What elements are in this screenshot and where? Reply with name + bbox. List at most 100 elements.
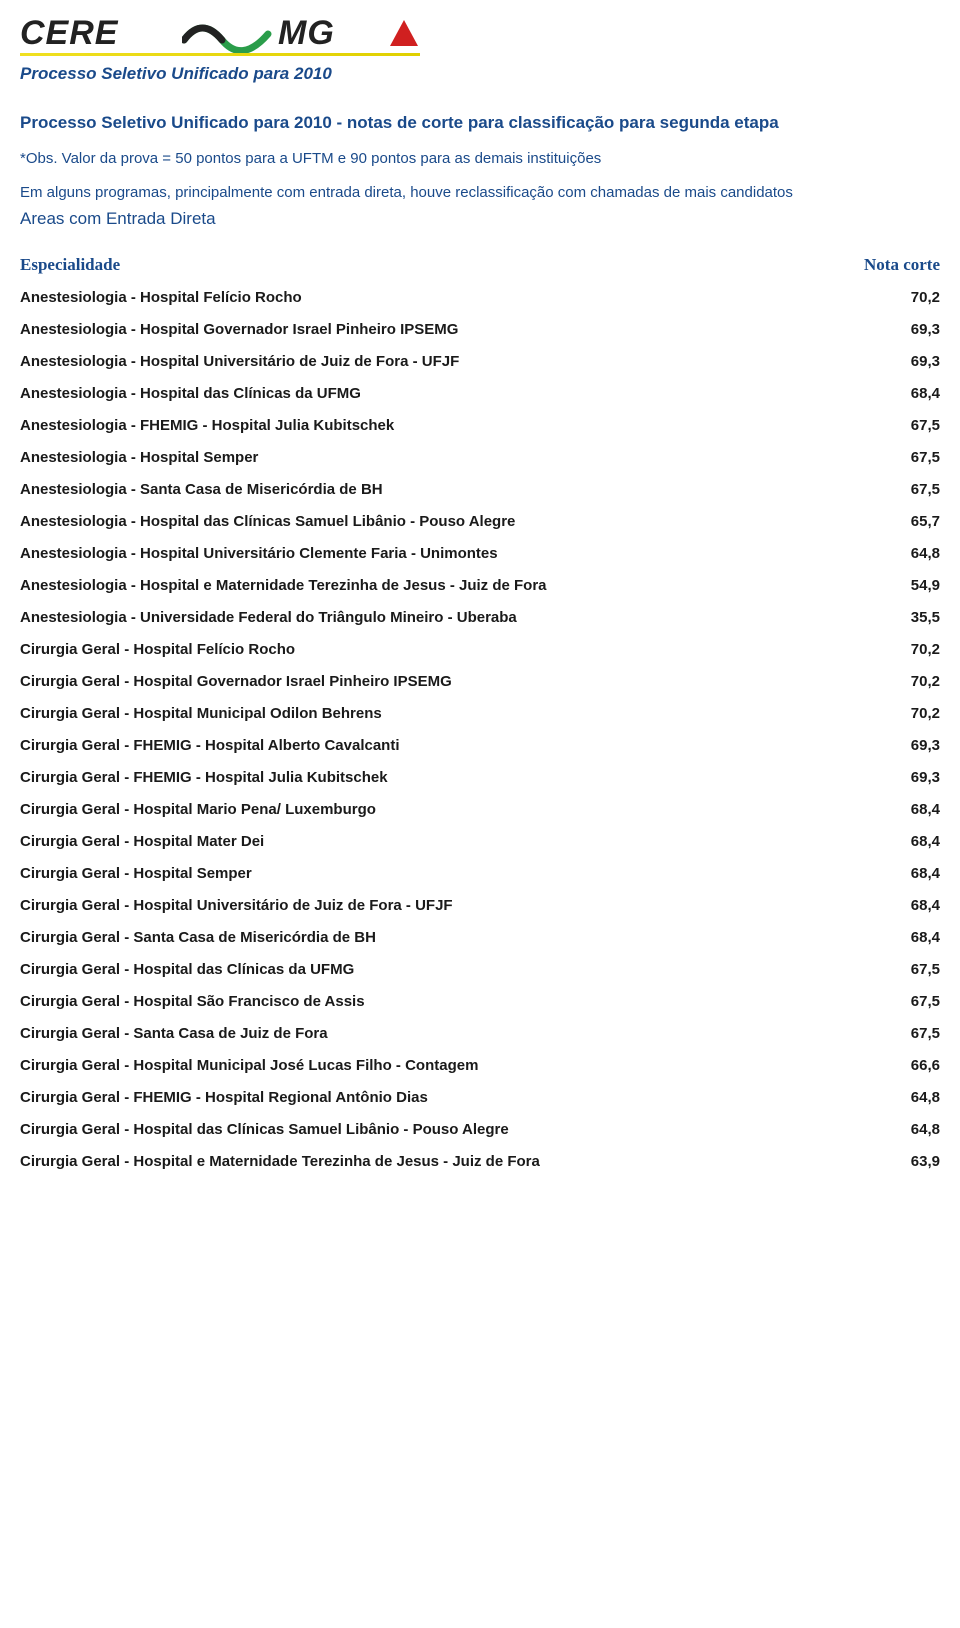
table-row: Cirurgia Geral - Hospital e Maternidade … xyxy=(20,1153,940,1170)
triangle-icon xyxy=(388,18,420,50)
logo-text-right: MG xyxy=(278,14,335,53)
row-label: Cirurgia Geral - FHEMIG - Hospital Regio… xyxy=(20,1089,428,1106)
row-label: Anestesiologia - Santa Casa de Misericór… xyxy=(20,481,383,498)
row-value: 65,7 xyxy=(880,513,940,530)
table-row: Anestesiologia - Hospital Semper 67,5 xyxy=(20,449,940,466)
table-row: Cirurgia Geral - Hospital Municipal Odil… xyxy=(20,705,940,722)
logo-underline xyxy=(20,53,420,56)
row-label: Cirurgia Geral - Hospital das Clínicas d… xyxy=(20,961,354,978)
table-row: Cirurgia Geral - Santa Casa de Misericór… xyxy=(20,929,940,946)
row-label: Anestesiologia - Hospital Semper xyxy=(20,449,258,466)
table-row: Anestesiologia - Hospital das Clínicas S… xyxy=(20,513,940,530)
row-value: 67,5 xyxy=(880,481,940,498)
logo-text-left: CERE xyxy=(20,14,118,53)
row-label: Cirurgia Geral - Hospital e Maternidade … xyxy=(20,1153,540,1170)
row-label: Anestesiologia - Universidade Federal do… xyxy=(20,609,517,626)
row-label: Anestesiologia - Hospital das Clínicas S… xyxy=(20,513,515,530)
table-row: Cirurgia Geral - Hospital Felício Rocho 7… xyxy=(20,641,940,658)
row-label: Anestesiologia - Hospital das Clínicas d… xyxy=(20,385,361,402)
row-value: 69,3 xyxy=(880,737,940,754)
row-label: Cirurgia Geral - Santa Casa de Juiz de F… xyxy=(20,1025,328,1042)
row-value: 64,8 xyxy=(880,1089,940,1106)
row-value: 68,4 xyxy=(880,385,940,402)
table-row: Cirurgia Geral - Hospital das Clínicas S… xyxy=(20,1121,940,1138)
row-label: Cirurgia Geral - Hospital Mater Dei xyxy=(20,833,264,850)
row-value: 35,5 xyxy=(880,609,940,626)
row-value: 67,5 xyxy=(880,1025,940,1042)
row-value: 69,3 xyxy=(880,321,940,338)
row-label: Cirurgia Geral - Hospital Mario Pena/ Lu… xyxy=(20,801,376,818)
row-value: 68,4 xyxy=(880,865,940,882)
table-row: Cirurgia Geral - Hospital Semper 68,4 xyxy=(20,865,940,882)
row-value: 68,4 xyxy=(880,801,940,818)
row-value: 64,8 xyxy=(880,1121,940,1138)
row-value: 70,2 xyxy=(880,289,940,306)
table-row: Cirurgia Geral - FHEMIG - Hospital Julia… xyxy=(20,769,940,786)
row-value: 66,6 xyxy=(880,1057,940,1074)
table-row: Anestesiologia - Hospital Universitário … xyxy=(20,353,940,370)
row-label: Anestesiologia - Hospital Felício Rocho xyxy=(20,289,302,306)
row-label: Cirurgia Geral - FHEMIG - Hospital Alber… xyxy=(20,737,400,754)
table-row: Cirurgia Geral - FHEMIG - Hospital Regio… xyxy=(20,1089,940,1106)
row-label: Cirurgia Geral - Hospital Universitário … xyxy=(20,897,453,914)
brand-logo: CERE MG xyxy=(20,12,420,56)
row-value: 70,2 xyxy=(880,673,940,690)
row-value: 67,5 xyxy=(880,961,940,978)
reclass-text: Em alguns programas, principalmente com … xyxy=(20,183,940,203)
row-value: 54,9 xyxy=(880,577,940,594)
row-value: 67,5 xyxy=(880,993,940,1010)
row-value: 70,2 xyxy=(880,641,940,658)
row-label: Anestesiologia - Hospital Universitário … xyxy=(20,353,459,370)
row-value: 68,4 xyxy=(880,929,940,946)
row-label: Cirurgia Geral - Hospital Semper xyxy=(20,865,252,882)
row-value: 70,2 xyxy=(880,705,940,722)
row-label: Cirurgia Geral - FHEMIG - Hospital Julia… xyxy=(20,769,388,786)
table-row: Cirurgia Geral - Hospital São Francisco … xyxy=(20,993,940,1010)
table-row: Cirurgia Geral - Hospital Governador Isr… xyxy=(20,673,940,690)
row-label: Cirurgia Geral - Santa Casa de Misericór… xyxy=(20,929,376,946)
rows-container: Anestesiologia - Hospital Felício Rocho 7… xyxy=(20,289,940,1170)
table-row: Anestesiologia - Hospital das Clínicas d… xyxy=(20,385,940,402)
table-row: Anestesiologia - Hospital Felício Rocho 7… xyxy=(20,289,940,306)
row-value: 69,3 xyxy=(880,769,940,786)
col-especialidade: Especialidade xyxy=(20,255,120,275)
row-value: 64,8 xyxy=(880,545,940,562)
note-text: *Obs. Valor da prova = 50 pontos para a … xyxy=(20,149,940,169)
row-label: Cirurgia Geral - Hospital Municipal José… xyxy=(20,1057,478,1074)
table-row: Cirurgia Geral - Hospital Mario Pena/ Lu… xyxy=(20,801,940,818)
logo-block: CERE MG xyxy=(20,12,940,56)
row-label: Cirurgia Geral - Hospital Municipal Odil… xyxy=(20,705,382,722)
wave-icon xyxy=(182,20,272,54)
table-row: Cirurgia Geral - Hospital Municipal José… xyxy=(20,1057,940,1074)
page-subtitle: Processo Seletivo Unificado para 2010 xyxy=(20,64,940,84)
table-row: Anestesiologia - Hospital e Maternidade … xyxy=(20,577,940,594)
row-value: 67,5 xyxy=(880,417,940,434)
row-label: Anestesiologia - Hospital Governador Isr… xyxy=(20,321,458,338)
row-label: Anestesiologia - FHEMIG - Hospital Julia… xyxy=(20,417,394,434)
doc-title: Processo Seletivo Unificado para 2010 - … xyxy=(20,112,940,135)
table-row: Cirurgia Geral - Hospital das Clínicas d… xyxy=(20,961,940,978)
row-value: 68,4 xyxy=(880,897,940,914)
table-row: Cirurgia Geral - Santa Casa de Juiz de F… xyxy=(20,1025,940,1042)
row-value: 67,5 xyxy=(880,449,940,466)
row-label: Anestesiologia - Hospital e Maternidade … xyxy=(20,577,547,594)
row-value: 68,4 xyxy=(880,833,940,850)
row-value: 69,3 xyxy=(880,353,940,370)
row-label: Cirurgia Geral - Hospital São Francisco … xyxy=(20,993,365,1010)
row-label: Cirurgia Geral - Hospital Governador Isr… xyxy=(20,673,452,690)
table-row: Cirurgia Geral - FHEMIG - Hospital Alber… xyxy=(20,737,940,754)
table-row: Anestesiologia - Santa Casa de Misericór… xyxy=(20,481,940,498)
row-label: Cirurgia Geral - Hospital das Clínicas S… xyxy=(20,1121,509,1138)
col-nota-corte: Nota corte xyxy=(864,255,940,275)
table-row: Cirurgia Geral - Hospital Universitário … xyxy=(20,897,940,914)
row-label: Anestesiologia - Hospital Universitário … xyxy=(20,545,498,562)
table-row: Anestesiologia - Hospital Governador Isr… xyxy=(20,321,940,338)
table-row: Anestesiologia - Universidade Federal do… xyxy=(20,609,940,626)
table-row: Anestesiologia - FHEMIG - Hospital Julia… xyxy=(20,417,940,434)
row-label: Cirurgia Geral - Hospital Felício Rocho xyxy=(20,641,295,658)
table-row: Anestesiologia - Hospital Universitário … xyxy=(20,545,940,562)
table-row: Cirurgia Geral - Hospital Mater Dei 68,4 xyxy=(20,833,940,850)
areas-heading: Areas com Entrada Direta xyxy=(20,209,940,229)
row-value: 63,9 xyxy=(880,1153,940,1170)
table-header: Especialidade Nota corte xyxy=(20,255,940,275)
